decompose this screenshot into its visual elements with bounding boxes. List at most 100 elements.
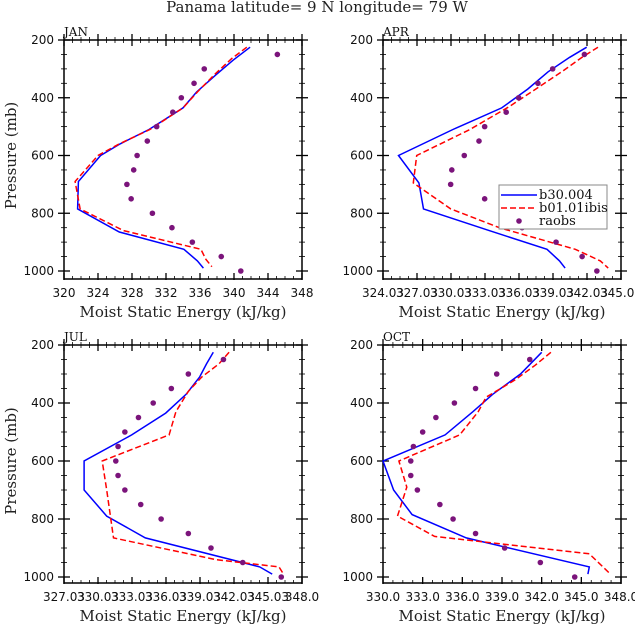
x-tick-label: 345.03 [247,590,289,604]
y-tick-label: 600 [350,149,373,163]
series-line-b01-01ibis [101,351,285,575]
y-tick-label: 200 [350,338,373,352]
y-tick-label: 1000 [342,570,373,584]
panel-title: JUL [62,330,87,344]
y-tick-label: 800 [350,512,373,526]
x-tick-label: 327.03 [43,590,85,604]
x-tick-label: 345.0 [564,590,598,604]
legend-label: b30.004 [539,188,593,203]
raobs-point [594,268,600,274]
x-tick-label: 339.0 [485,590,519,604]
panel-jul: JUL 200 400 600 800 1000 327.03330.03333.03336… [2,330,319,625]
raobs-point [115,443,121,450]
raobs-point [579,253,585,260]
series-line-b30-004 [76,46,251,269]
legend-marker-raobs [516,218,522,224]
raobs-point [501,545,508,551]
x-tick-label: 348.0 [285,590,319,604]
raobs-point [461,152,468,159]
raobs-point [112,458,119,464]
panel-title: OCT [383,330,410,344]
x-tick-label: 336.03 [498,286,540,300]
x-tick-label: 327.03 [396,286,438,300]
raobs-point [149,210,156,217]
raobs-point [115,472,121,479]
raobs-point [472,530,479,537]
raobs-point [407,458,414,464]
x-tick-label: 330.0 [366,590,400,604]
x-tick-label: 342.0 [524,590,558,604]
raobs-point [274,51,281,58]
raobs-point [493,371,500,377]
raobs-point [169,224,175,231]
raobs-point [208,545,214,551]
raobs-point [238,268,244,274]
panel-jan: JAN 200 400 600 800 1000 320 324 328 332 336 340 344… [2,25,313,321]
y-axis-label: Pressure (mb) [2,407,20,515]
y-tick-label: 200 [31,33,54,47]
panel-oct: OCT 200 400 600 800 1000 330.0 333.0 336.0 339.0 3… [342,330,635,625]
y-tick-label: 800 [31,206,54,220]
x-tick-label: 340 [223,286,246,300]
series-line-b01-01ibis [412,46,609,269]
raobs-point [201,66,208,72]
plot-frame [382,39,622,280]
raobs-point [134,152,140,159]
plot-frame [63,39,303,280]
y-tick-label: 400 [350,91,373,105]
raobs-point [581,51,588,58]
raobs-point [124,181,130,188]
x-tick-label: 348.0 [604,590,635,604]
raobs-point [414,487,421,493]
x-tick-label: 324 [87,286,110,300]
raobs-point [122,429,128,435]
x-tick-label: 344 [257,286,280,300]
raobs-point [515,94,522,101]
panel-title: APR [382,25,410,39]
raobs-point [448,167,455,173]
raobs-point [158,516,164,522]
y-tick-label: 200 [350,33,373,47]
series-line-b30-004 [382,351,591,575]
raobs-point [549,66,556,72]
panels: JAN 200 400 600 800 1000 320 324 328 332 336 340 344… [2,25,635,625]
x-tick-label: 333.03 [111,590,153,604]
raobs-point [437,501,443,508]
x-tick-label: 342.03 [213,590,255,604]
raobs-point [526,356,533,363]
raobs-point [481,196,488,202]
raobs-point [137,501,144,508]
y-tick-label: 600 [350,454,373,468]
raobs-point [476,138,482,144]
raobs-point [450,516,456,522]
legend-label: b01.01ibis [539,201,608,216]
raobs-point [278,574,285,580]
raobs-point [168,385,175,392]
raobs-point [135,414,142,421]
x-axis-label: Moist Static Energy (kJ/kg) [80,303,287,321]
raobs-point [472,385,479,392]
y-tick-label: 1000 [342,264,373,278]
x-tick-label: 348 [291,286,314,300]
y-axis-label: Pressure (mb) [2,102,20,210]
legend-label: raobs [539,214,576,229]
raobs-point [503,109,509,115]
raobs-point [410,443,417,450]
raobs-point [407,472,414,479]
series-line-b30-004 [397,46,588,269]
raobs-point [218,253,225,260]
raobs-point [419,429,426,435]
raobs-point [447,181,454,188]
series-line-b30-004 [83,351,273,575]
x-axis-label: Moist Static Energy (kJ/kg) [399,607,606,625]
raobs-point [481,123,488,130]
x-axis-label: Moist Static Energy (kJ/kg) [399,303,606,321]
x-tick-label: 324.03 [362,286,404,300]
x-tick-label: 330.03 [430,286,472,300]
raobs-point [451,400,458,406]
raobs-point [150,400,156,406]
x-tick-label: 342.03 [566,286,608,300]
raobs-point [239,559,246,566]
y-tick-label: 400 [31,91,54,105]
raobs-point [220,356,227,363]
